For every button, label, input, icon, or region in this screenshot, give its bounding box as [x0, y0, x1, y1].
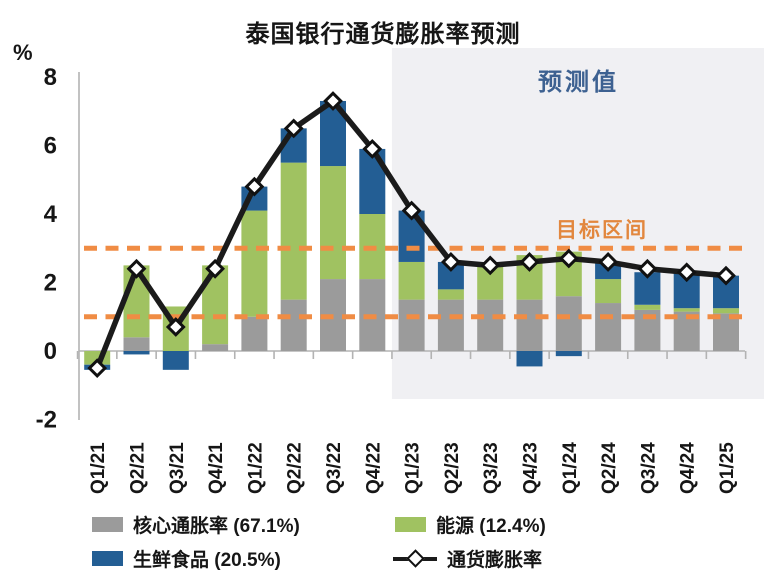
inflation-marker [362, 139, 383, 159]
legend-label-core: 核心通胀率 (67.1%) [133, 516, 300, 537]
chart-canvas: 8 6 4 2 0 -2 Q1/21 Q2/21 Q3/21 Q4/21 Q1/22 Q2/22 Q3/… [36, 48, 764, 494]
legend-item-core: 核心通胀率 (67.1%) [92, 511, 300, 538]
x-tick-label: Q1/25 [717, 442, 738, 494]
bar-segment [555, 351, 582, 357]
legend-item-fresh-food: 生鲜食品 (20.5%) [92, 545, 281, 572]
forecast-region-label: 预测值 [538, 69, 619, 96]
x-tick-label: Q1/22 [245, 442, 266, 494]
y-axis-unit-label: % [13, 40, 33, 65]
x-tick-label: Q4/24 [678, 442, 699, 494]
bar-segment [634, 304, 661, 310]
bar-segment [123, 337, 150, 351]
legend-label-fresh-food: 生鲜食品 (20.5%) [133, 550, 281, 571]
x-tick-label: Q2/22 [285, 442, 306, 494]
bar-segment [241, 316, 268, 351]
core-inflation-swatch-icon [92, 517, 123, 532]
bar-segment [595, 279, 622, 304]
x-tick-label: Q1/21 [88, 442, 109, 494]
y-tick-label: 4 [44, 201, 58, 228]
x-tick-label: Q3/22 [324, 442, 345, 494]
x-tick-label: Q2/21 [128, 442, 149, 494]
inflation-marker [598, 252, 618, 272]
bar-segment [595, 303, 622, 351]
bar-segment [477, 299, 504, 351]
x-tick-label: Q3/23 [481, 442, 502, 494]
chart-title: 泰国银行通货膨胀率预测 [245, 21, 521, 48]
bar-segment [280, 299, 307, 351]
legend-item-energy: 能源 (12.4%) [395, 511, 546, 538]
x-tick-label: Q4/23 [521, 442, 542, 494]
inflation-marker [283, 118, 304, 139]
target-range-label: 目标区间 [556, 219, 648, 242]
inflation-marker [205, 258, 225, 279]
y-tick-label: 2 [44, 270, 57, 297]
x-tick-label: Q3/24 [638, 442, 659, 494]
legend-label-energy: 能源 (12.4%) [436, 516, 546, 537]
inflation-marker [558, 248, 579, 269]
bar-segment [280, 162, 307, 300]
fresh-food-swatch-icon [92, 551, 123, 566]
bar-segment [202, 344, 229, 351]
x-tick-label: Q4/22 [363, 442, 384, 494]
bar-segment [398, 299, 425, 351]
energy-swatch-icon [395, 517, 426, 532]
y-tick-label: 6 [44, 133, 57, 160]
bar-segment [162, 351, 189, 370]
inflation-marker [126, 258, 147, 279]
inflation-marker [637, 258, 658, 279]
y-tick-label: 8 [44, 64, 57, 91]
inflation-marker [87, 358, 108, 379]
x-tick-label: Q1/23 [403, 442, 424, 494]
inflation-line-marker-icon [393, 549, 437, 568]
bar-segment [555, 296, 582, 351]
bar-segment [437, 289, 464, 300]
inflation-marker [480, 255, 501, 276]
x-tick-label: Q3/21 [167, 442, 188, 494]
diamond-marker-icon [406, 549, 425, 568]
bar-segment [398, 261, 425, 300]
y-tick-label: -2 [36, 407, 57, 434]
inflation-marker [676, 262, 697, 283]
bar-segment [516, 299, 543, 351]
inflation-marker [441, 252, 461, 272]
x-tick-label: Q1/24 [560, 442, 581, 494]
inflation-marker [165, 317, 186, 337]
x-tick-label: Q2/23 [442, 442, 463, 494]
y-tick-label: 0 [44, 338, 57, 365]
bar-segment [516, 351, 543, 367]
bar-segment [437, 299, 464, 351]
x-tick-label: Q4/21 [206, 442, 227, 494]
inflation-marker [716, 265, 736, 286]
bar-segment [713, 308, 739, 314]
bar-segment [713, 313, 739, 351]
inflation-marker [244, 176, 265, 197]
inflation-marker [519, 252, 540, 272]
x-tick-label: Q2/24 [599, 442, 620, 494]
legend-label-inflation: 通货膨胀率 [447, 550, 543, 571]
bar-segment [673, 308, 700, 312]
inflation-marker [401, 200, 422, 221]
bar-segment [241, 210, 268, 317]
bar-segment [123, 351, 150, 355]
inflation-marker [323, 91, 343, 111]
bar-segment [320, 166, 346, 280]
legend-item-inflation-line: 通货膨胀率 [393, 545, 542, 572]
line-swatch-icon [393, 557, 437, 561]
